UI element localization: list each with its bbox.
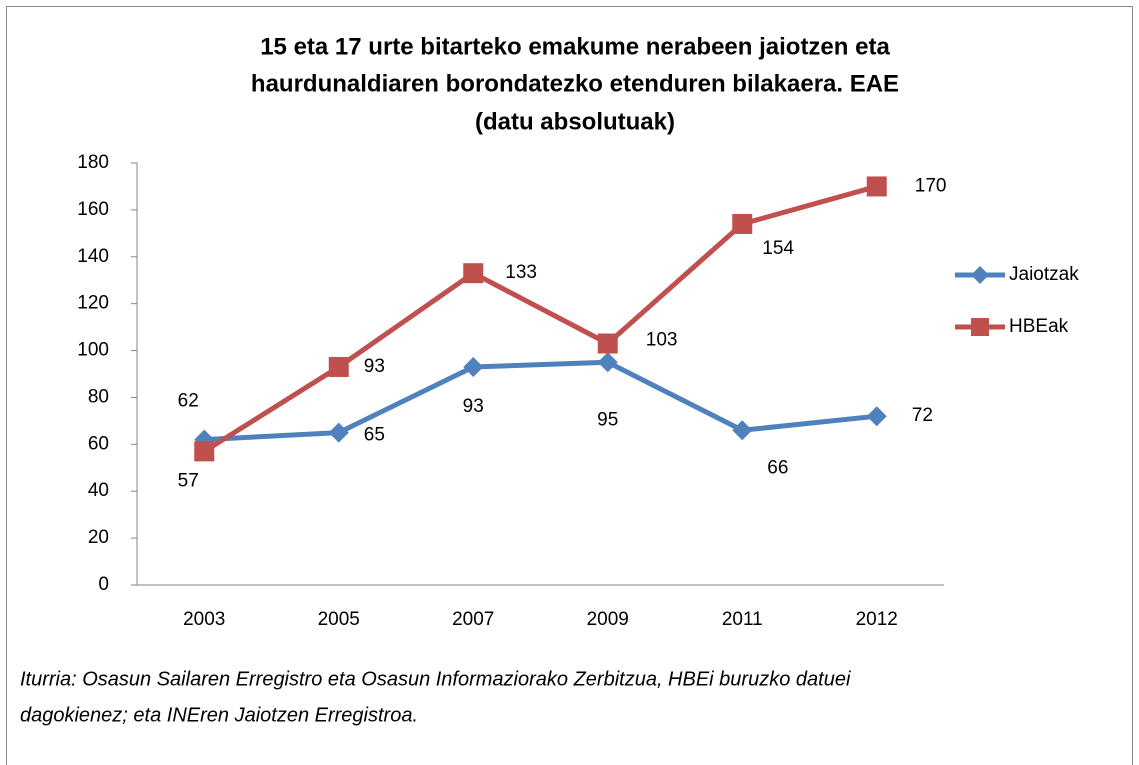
marker bbox=[328, 356, 349, 377]
x-tick-label: 2009 bbox=[587, 609, 629, 630]
legend-label: HBEak bbox=[1009, 316, 1069, 337]
data-label: 170 bbox=[915, 175, 947, 196]
y-tick-label: 160 bbox=[77, 199, 109, 220]
chart-title: haurdunaldiaren borondatezko etenduren b… bbox=[251, 70, 899, 97]
marker bbox=[463, 356, 484, 377]
marker bbox=[328, 422, 349, 443]
marker bbox=[866, 176, 887, 197]
y-tick-label: 140 bbox=[77, 246, 109, 267]
y-tick-label: 0 bbox=[98, 574, 109, 595]
chart-frame bbox=[6, 6, 1133, 765]
x-tick-label: 2012 bbox=[856, 609, 898, 630]
data-label: 62 bbox=[178, 391, 199, 412]
x-tick-label: 2007 bbox=[452, 609, 494, 630]
marker bbox=[463, 263, 484, 284]
marker bbox=[597, 333, 618, 354]
data-label: 95 bbox=[597, 409, 618, 430]
legend-label: Jaiotzak bbox=[1009, 264, 1079, 285]
marker bbox=[194, 441, 215, 462]
marker bbox=[732, 420, 753, 441]
data-label: 93 bbox=[463, 396, 484, 417]
data-label: 66 bbox=[767, 457, 788, 478]
legend-marker bbox=[971, 318, 989, 336]
y-tick-label: 20 bbox=[88, 527, 109, 548]
y-tick-label: 40 bbox=[88, 480, 109, 501]
source-note: dagokienez; eta INEren Jaiotzen Erregist… bbox=[20, 704, 418, 726]
data-label: 93 bbox=[364, 356, 385, 377]
marker bbox=[732, 213, 753, 234]
data-label: 133 bbox=[505, 262, 537, 283]
y-tick-label: 60 bbox=[88, 433, 109, 454]
chart-title: (datu absolutuak) bbox=[475, 108, 675, 135]
y-tick-label: 100 bbox=[77, 340, 109, 361]
data-label: 65 bbox=[364, 425, 385, 446]
data-label: 103 bbox=[646, 330, 678, 351]
data-label: 72 bbox=[912, 405, 933, 426]
legend-marker bbox=[971, 266, 989, 284]
marker bbox=[866, 406, 887, 427]
y-tick-label: 120 bbox=[77, 293, 109, 314]
series-line bbox=[202, 184, 878, 454]
x-tick-label: 2003 bbox=[183, 609, 225, 630]
x-tick-label: 2005 bbox=[318, 609, 360, 630]
y-tick-label: 180 bbox=[77, 152, 109, 173]
series-line bbox=[204, 359, 878, 443]
data-label: 57 bbox=[178, 470, 199, 491]
x-tick-label: 2011 bbox=[722, 609, 763, 630]
source-note: Iturria: Osasun Sailaren Erregistro eta … bbox=[20, 668, 851, 690]
marker bbox=[597, 352, 618, 373]
chart-title: 15 eta 17 urte bitarteko emakume nerabee… bbox=[260, 33, 890, 60]
data-label: 154 bbox=[762, 238, 794, 259]
y-tick-label: 80 bbox=[88, 386, 109, 407]
